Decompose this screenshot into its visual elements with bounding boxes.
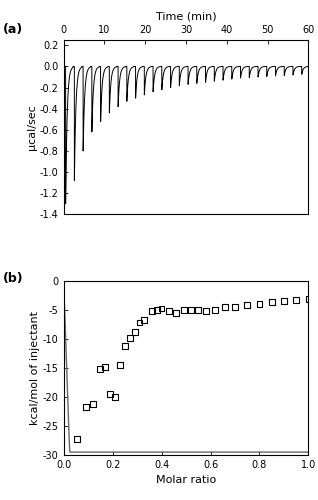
Point: [90, 400, 95, 408]
Point: [306, 295, 311, 303]
Y-axis label: μcal/sec: μcal/sec: [27, 104, 37, 150]
Point: [196, 306, 201, 314]
Point: [188, 306, 193, 314]
Point: [166, 307, 171, 315]
X-axis label: Molar ratio: Molar ratio: [156, 476, 216, 486]
Point: [257, 300, 262, 308]
Point: [159, 304, 164, 312]
Point: [181, 306, 186, 314]
Point: [74, 434, 80, 442]
Point: [113, 393, 118, 401]
Point: [232, 303, 238, 311]
Point: [103, 362, 108, 370]
Point: [98, 365, 103, 373]
Point: [132, 328, 137, 336]
Y-axis label: kcal/mol of injectant: kcal/mol of injectant: [30, 311, 40, 425]
Point: [117, 361, 122, 369]
Point: [281, 297, 287, 305]
Point: [122, 342, 127, 349]
Point: [174, 308, 179, 316]
Point: [203, 307, 208, 315]
X-axis label: Time (min): Time (min): [156, 12, 216, 22]
Point: [245, 301, 250, 309]
Point: [137, 318, 142, 326]
Text: (a): (a): [3, 22, 23, 36]
Point: [107, 390, 113, 398]
Point: [142, 316, 147, 324]
Point: [154, 306, 159, 314]
Point: [223, 304, 228, 312]
Text: (b): (b): [3, 272, 23, 285]
Point: [127, 334, 132, 342]
Point: [269, 298, 274, 306]
Point: [213, 306, 218, 314]
Point: [149, 307, 154, 315]
Point: [83, 404, 88, 411]
Point: [294, 296, 299, 304]
